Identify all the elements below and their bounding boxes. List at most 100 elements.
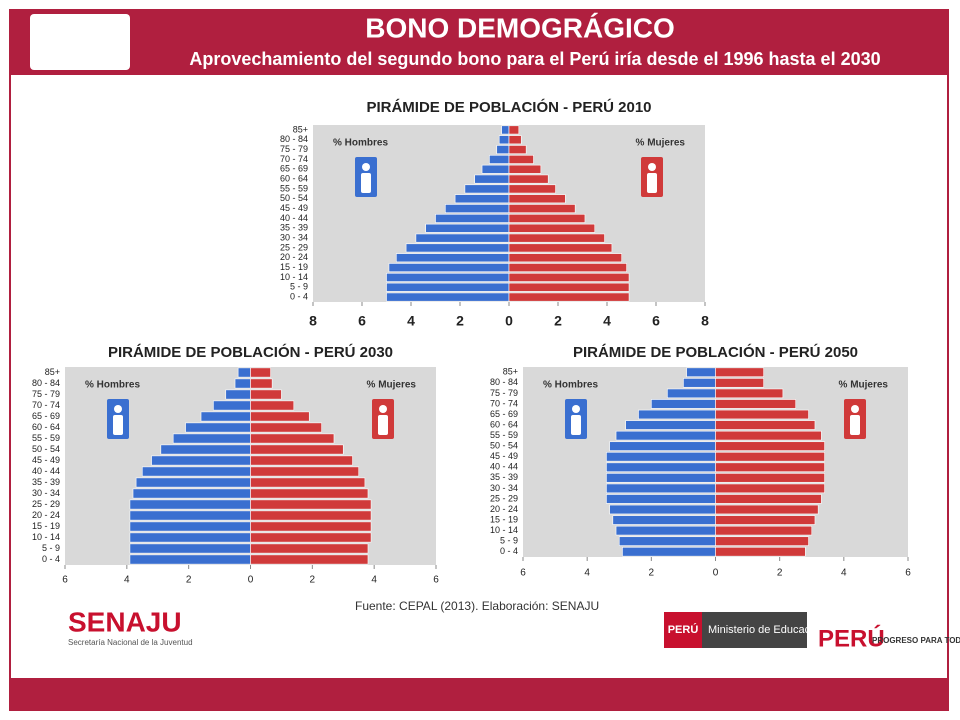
x-tick-label: 4	[603, 313, 611, 329]
bar	[715, 430, 822, 441]
bar	[615, 430, 716, 441]
legend-icon	[648, 163, 656, 171]
bar	[715, 367, 764, 378]
bar	[250, 367, 271, 378]
bar	[625, 420, 716, 430]
bar	[225, 389, 251, 400]
bar	[715, 462, 825, 473]
header-bar	[10, 10, 948, 75]
bar	[508, 282, 630, 292]
bar	[715, 536, 809, 546]
y-tick-label: 70 - 74	[32, 400, 60, 410]
bar	[715, 399, 797, 409]
y-tick-label: 50 - 54	[32, 444, 60, 454]
plot-area	[313, 125, 705, 302]
bar	[129, 543, 251, 554]
y-tick-label: 40 - 44	[32, 466, 60, 476]
y-tick-label: 55 - 59	[32, 433, 60, 443]
bar	[667, 388, 716, 399]
y-tick-label: 85+	[293, 124, 308, 134]
bar	[213, 400, 251, 411]
legend-icon	[647, 173, 657, 193]
bar	[185, 422, 251, 433]
bar	[508, 184, 556, 194]
bar	[250, 466, 360, 477]
bar	[141, 466, 251, 477]
bar	[454, 194, 510, 204]
bar	[129, 499, 251, 510]
x-tick-label: 2	[456, 313, 464, 329]
y-tick-label: 10 - 14	[280, 272, 308, 282]
bar	[606, 483, 716, 494]
x-tick-label: 6	[433, 575, 439, 586]
x-tick-label: 6	[358, 313, 366, 329]
bar	[508, 204, 576, 214]
x-tick-label: 2	[310, 575, 316, 586]
bar	[508, 164, 542, 174]
bar	[250, 521, 372, 532]
bar	[606, 494, 716, 504]
plot-area	[523, 367, 908, 557]
bar	[388, 263, 510, 273]
bar	[612, 515, 716, 525]
bar	[622, 546, 716, 557]
bar	[496, 145, 510, 155]
legend-icon	[362, 163, 370, 171]
bar	[715, 409, 809, 420]
y-tick-label: 75 - 79	[490, 388, 518, 398]
logo-text: PERÚ	[668, 623, 699, 636]
bar	[135, 477, 251, 488]
y-tick-label: 80 - 84	[280, 134, 308, 144]
legend-icon	[114, 405, 122, 413]
bar	[250, 378, 273, 389]
bar	[609, 441, 716, 451]
legend-icon	[851, 405, 859, 413]
bar	[250, 411, 310, 422]
y-tick-label: 30 - 34	[32, 488, 60, 498]
bar	[425, 223, 510, 233]
y-tick-label: 10 - 14	[490, 525, 518, 535]
bar	[172, 433, 251, 444]
x-tick-label: 6	[652, 313, 660, 329]
logo-text: Ministerio de Educación	[708, 624, 825, 636]
bar	[508, 292, 630, 302]
x-tick-label: 6	[62, 575, 68, 586]
y-tick-label: 45 - 49	[32, 455, 60, 465]
x-tick-label: 2	[777, 568, 783, 579]
logo-text: Secretaría Nacional de la Juventud	[68, 638, 193, 647]
legend-label: % Mujeres	[839, 380, 889, 391]
y-tick-label: 0 - 4	[290, 291, 308, 301]
bar	[250, 488, 369, 499]
legend-icon	[572, 405, 580, 413]
x-tick-label: 2	[649, 568, 655, 579]
x-tick-label: 2	[186, 575, 192, 586]
y-tick-label: 35 - 39	[280, 223, 308, 233]
y-tick-label: 10 - 14	[32, 532, 60, 542]
y-tick-label: 25 - 29	[280, 242, 308, 252]
bar	[508, 125, 520, 135]
bar	[250, 543, 369, 554]
bar	[386, 272, 510, 282]
logo-box	[30, 14, 130, 70]
y-tick-label: 45 - 49	[280, 203, 308, 213]
bar	[250, 389, 282, 400]
y-tick-label: 70 - 74	[490, 398, 518, 408]
bar	[250, 422, 322, 433]
x-tick-label: 4	[124, 575, 130, 586]
y-tick-label: 60 - 64	[32, 422, 60, 432]
bar	[715, 388, 784, 399]
bar	[715, 441, 825, 451]
bar	[250, 433, 335, 444]
bar	[160, 444, 251, 455]
bar	[395, 253, 510, 263]
bar	[250, 444, 344, 455]
y-tick-label: 20 - 24	[32, 510, 60, 520]
y-tick-label: 35 - 39	[32, 477, 60, 487]
y-tick-label: 0 - 4	[500, 546, 518, 556]
chart-title: PIRÁMIDE DE POBLACIÓN - PERÚ 2030	[108, 343, 393, 361]
bar	[151, 455, 251, 466]
bar	[683, 378, 716, 388]
y-tick-label: 70 - 74	[280, 154, 308, 164]
y-tick-label: 30 - 34	[280, 232, 308, 242]
